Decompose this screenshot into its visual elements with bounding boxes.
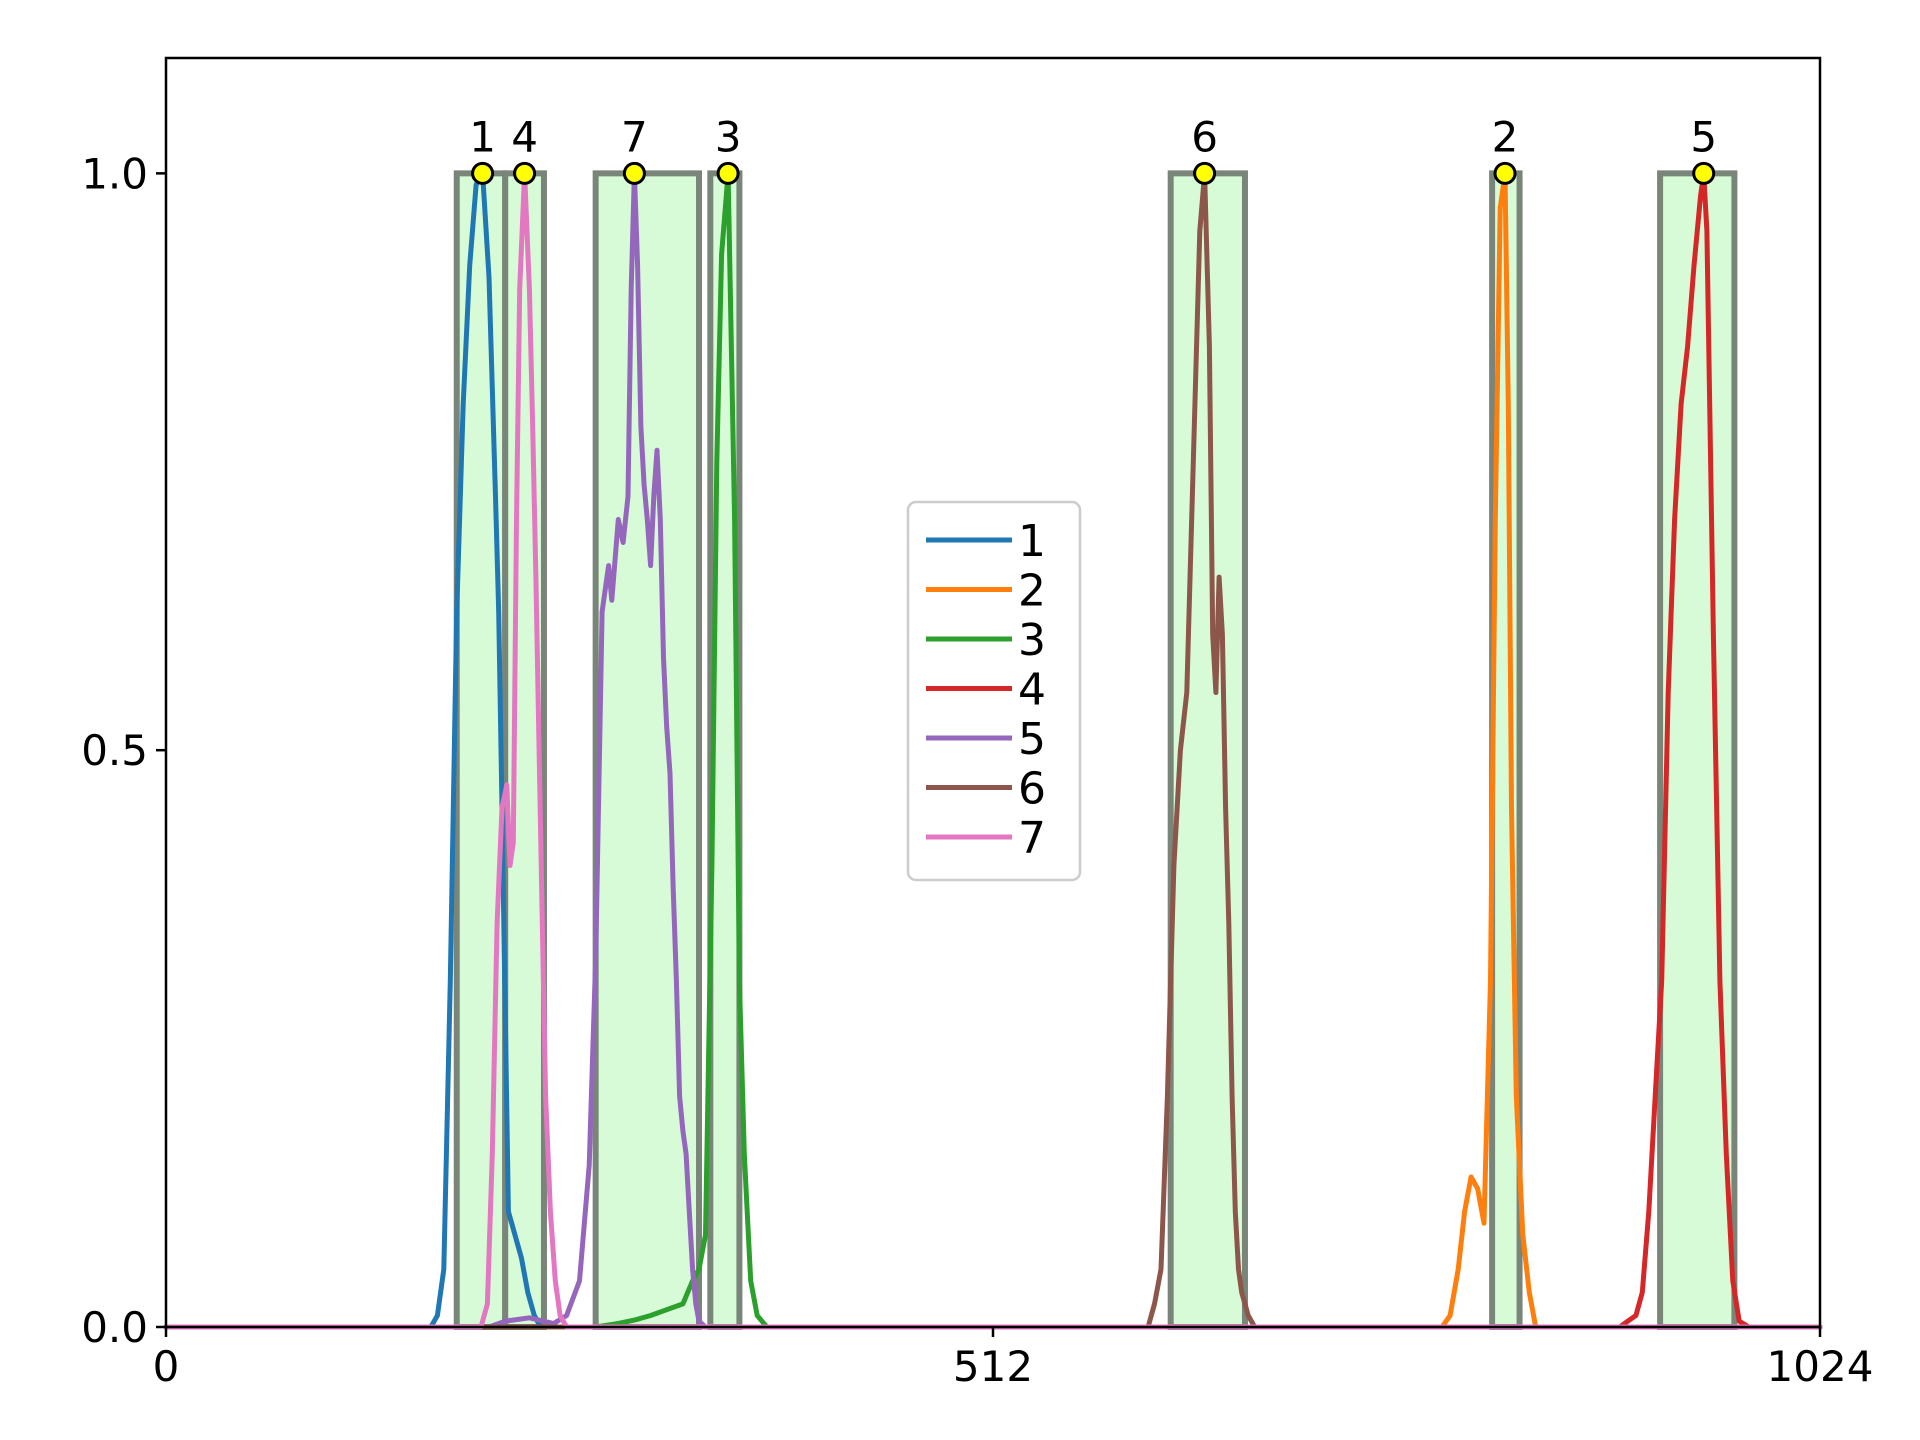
highlight-region: [592, 170, 703, 1330]
x-tick-label: 512: [953, 1342, 1033, 1391]
peak-marker: [1193, 161, 1217, 185]
peak-label: 7: [621, 112, 648, 161]
peak-label: 3: [715, 112, 742, 161]
y-tick-label: 0.0: [81, 1303, 148, 1352]
peak-marker: [716, 161, 740, 185]
legend-label: 7: [1018, 813, 1046, 864]
peak-label: 6: [1191, 112, 1218, 161]
x-tick-label: 0: [153, 1342, 180, 1391]
legend-label: 5: [1018, 714, 1046, 765]
legend-label: 6: [1018, 764, 1046, 815]
legend-label: 2: [1018, 566, 1046, 617]
legend-label: 3: [1018, 615, 1046, 666]
y-tick-label: 1.0: [81, 149, 148, 198]
legend-label: 1: [1018, 516, 1046, 567]
peak-label: 5: [1690, 112, 1717, 161]
y-tick-label: 0.5: [81, 726, 148, 775]
series-lines: [163, 170, 1823, 1330]
series-line-3: [163, 170, 1823, 1330]
peak-marker: [471, 161, 495, 185]
peak-marker: [1692, 161, 1716, 185]
peak-marker: [622, 161, 646, 185]
peak-label: 1: [469, 112, 496, 161]
peak-label: 4: [511, 112, 538, 161]
peak-marker: [513, 161, 537, 185]
highlight-region: [1657, 170, 1738, 1330]
series-line-4: [163, 170, 1823, 1330]
peak-marker: [1493, 161, 1517, 185]
series-line-2: [163, 170, 1823, 1330]
series-line-5: [163, 170, 1823, 1330]
series-line-7: [163, 170, 1823, 1330]
peak-label: 2: [1492, 112, 1519, 161]
x-tick-label: 1024: [1767, 1342, 1874, 1391]
legend-label: 4: [1018, 665, 1046, 716]
series-line-6: [163, 170, 1823, 1330]
series-line-1: [163, 170, 1823, 1330]
